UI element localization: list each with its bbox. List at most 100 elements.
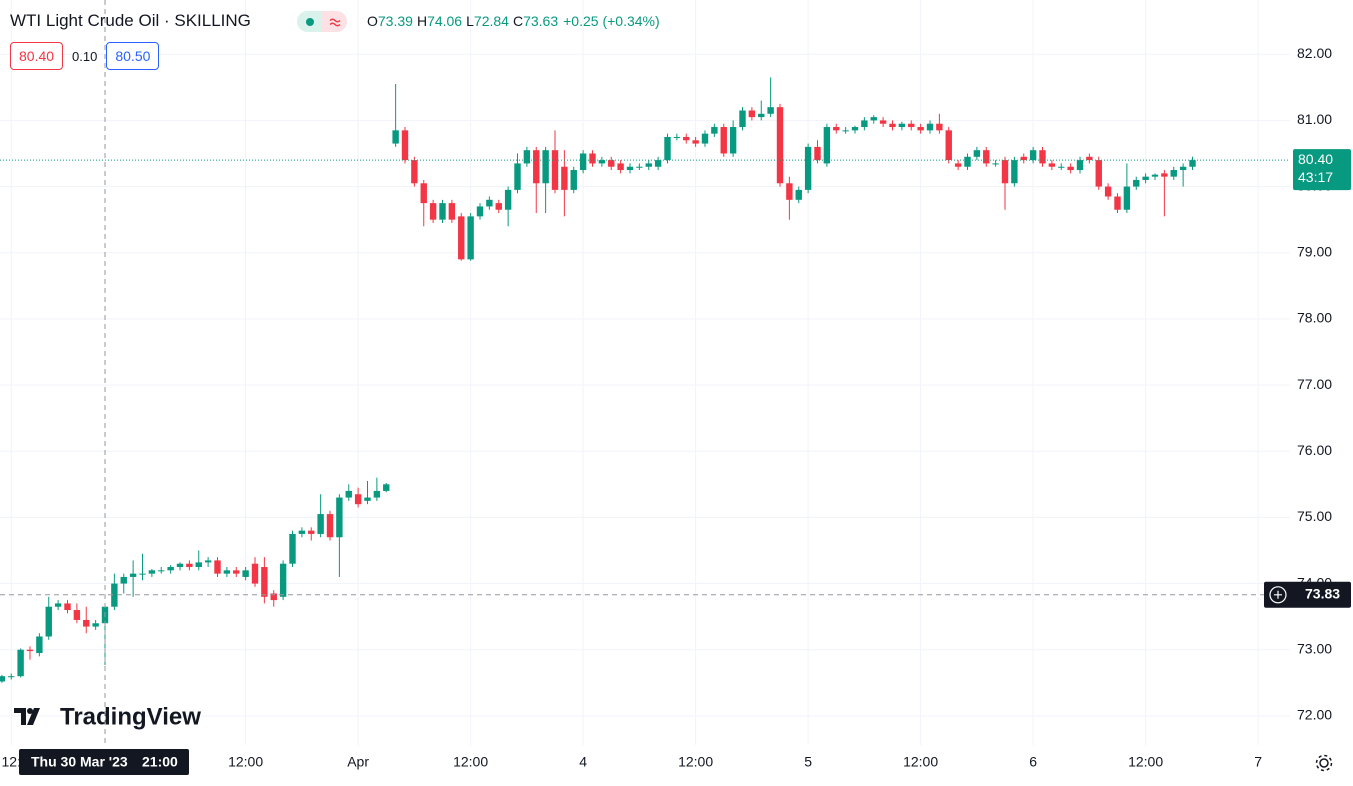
- candle-body: [1133, 179, 1140, 187]
- candle-body: [851, 127, 859, 131]
- candle-body: [401, 130, 409, 161]
- y-tick-label: 73.00: [1297, 640, 1332, 656]
- crosshair-x-tag: [19, 749, 189, 775]
- settings-button[interactable]: [1315, 754, 1333, 772]
- candle-body: [739, 110, 746, 128]
- candle-body: [1095, 160, 1102, 187]
- y-tick-label: 72.00: [1297, 707, 1332, 723]
- candle-body: [636, 166, 643, 168]
- candle-body: [261, 567, 268, 597]
- candle-body: [1001, 160, 1009, 184]
- candle-body: [326, 514, 334, 538]
- candle-body: [92, 623, 99, 627]
- candle-body: [983, 150, 990, 164]
- candle-body: [1020, 156, 1027, 161]
- ohlc-key: H: [416, 13, 428, 29]
- x-tick-label: 5: [804, 754, 812, 770]
- candle-body: [767, 107, 774, 114]
- symbol-title[interactable]: WTI Light Crude Oil · SKILLING: [10, 11, 251, 30]
- candle-body: [298, 530, 306, 534]
- candle-body: [176, 563, 184, 568]
- ohlc-value: 72.84: [473, 13, 509, 29]
- candle-body: [8, 676, 15, 678]
- candle-body: [1161, 173, 1168, 177]
- x-tick-label: 7: [1254, 754, 1262, 770]
- candle-body: [1104, 186, 1112, 197]
- candle-body: [542, 150, 549, 184]
- candle-body: [204, 560, 212, 563]
- candle-body: [964, 156, 971, 167]
- candle-body: [1058, 166, 1065, 168]
- candle-body: [551, 150, 559, 190]
- candle-body: [54, 603, 62, 607]
- candle-body: [561, 166, 568, 190]
- candle-body: [758, 113, 765, 118]
- candle-body: [786, 183, 793, 200]
- candle-body: [833, 127, 840, 131]
- candle-body: [317, 514, 324, 534]
- logo-dot: [27, 708, 33, 714]
- candle-body: [1076, 160, 1084, 171]
- candle-body: [1123, 186, 1131, 210]
- candle-body: [683, 136, 690, 141]
- logo-mark: [14, 708, 40, 725]
- candle-body: [223, 570, 231, 574]
- gear-ring: [1319, 758, 1329, 768]
- candle-body: [842, 130, 849, 132]
- watermark-logo: [14, 708, 40, 725]
- status-badge[interactable]: [297, 11, 347, 32]
- candle-body: [448, 203, 456, 220]
- candle-body: [533, 150, 540, 184]
- candle-body: [214, 560, 221, 574]
- buy-button[interactable]: 80.50: [106, 42, 160, 70]
- ohlc-key: O: [367, 13, 378, 29]
- x-tick-label: 12:00: [678, 754, 713, 770]
- candle-body: [898, 123, 906, 128]
- candle-body: [458, 216, 465, 260]
- candle-body: [270, 593, 277, 601]
- candle-body: [973, 150, 981, 157]
- candle-body: [0, 676, 6, 682]
- candle-body: [45, 606, 52, 637]
- add-alert-plus: [1274, 590, 1282, 599]
- candle-body: [392, 130, 399, 144]
- x-tick-label: 12:00: [903, 754, 938, 770]
- candle-body: [242, 570, 249, 577]
- ohlc-value: 73.39: [377, 13, 413, 29]
- y-tick-label: 79.00: [1297, 243, 1332, 259]
- sell-button[interactable]: 80.40: [10, 42, 64, 70]
- candle-body: [64, 603, 71, 611]
- candle-body: [36, 636, 43, 654]
- candle-body: [495, 203, 502, 210]
- x-tick-label: 6: [1029, 754, 1037, 770]
- candle-body: [514, 163, 521, 190]
- ohlc-change: +0.25 (+0.34%): [563, 13, 660, 29]
- add-alert-icon: [1269, 586, 1287, 604]
- candle-body: [870, 117, 877, 121]
- candle-body: [148, 570, 156, 574]
- candle-body: [486, 199, 493, 207]
- last-price-tag: [1293, 149, 1351, 191]
- candle-body: [523, 150, 531, 164]
- candle-body: [1011, 160, 1018, 184]
- ohlc-key: L: [466, 13, 474, 29]
- candle-body: [1086, 156, 1093, 161]
- x-tick-label: 12:00: [228, 754, 263, 770]
- spread: 0.10: [72, 48, 98, 64]
- x-tick-label: 12:00: [453, 754, 488, 770]
- candle-body: [373, 490, 381, 498]
- candle-body: [936, 123, 943, 131]
- candle-body: [579, 153, 587, 171]
- candle-body: [720, 127, 727, 154]
- candle-body: [617, 163, 624, 171]
- candle-body: [589, 153, 596, 164]
- candle-body: [26, 649, 34, 652]
- candle-body: [711, 127, 718, 134]
- candle-body: [945, 130, 952, 161]
- candle-body: [504, 189, 512, 210]
- candle-body: [139, 573, 146, 575]
- candle-body: [1189, 160, 1196, 167]
- candle-body: [83, 619, 90, 627]
- candle-body: [17, 649, 24, 677]
